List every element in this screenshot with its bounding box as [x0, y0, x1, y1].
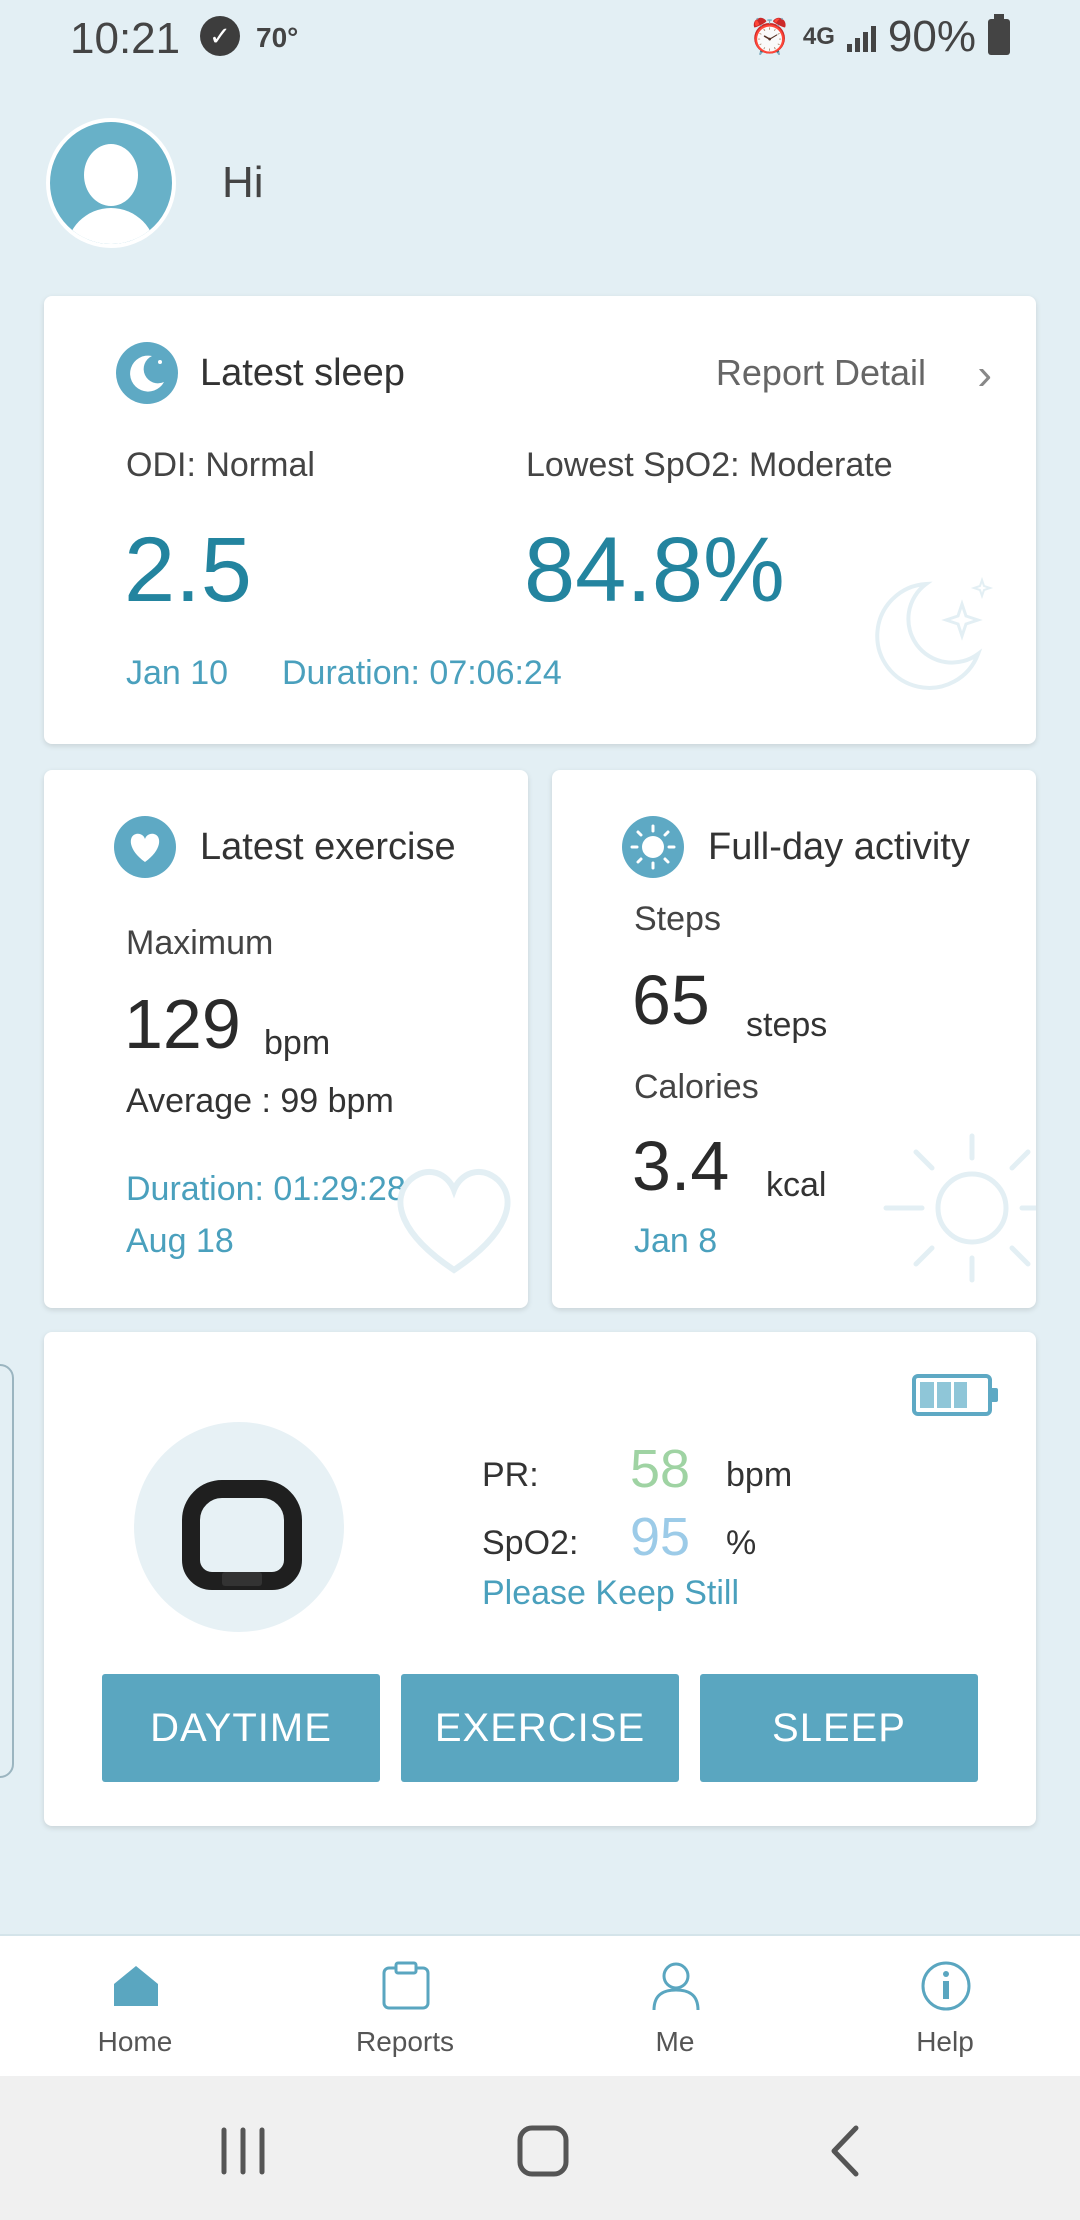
sleep-button[interactable]: SLEEP	[700, 1674, 978, 1782]
heart-watermark-icon	[397, 1168, 511, 1274]
exercise-duration: Duration: 01:29:28	[126, 1170, 406, 1208]
max-heart-rate-unit: bpm	[264, 1024, 331, 1062]
spo2-label: Lowest SpO2: Moderate	[526, 446, 893, 484]
info-icon	[921, 1961, 971, 2011]
lowest-spo2-value: 84.8%	[524, 519, 785, 621]
steps-label: Steps	[634, 900, 721, 938]
device-battery-icon	[912, 1374, 998, 1416]
spo2-live-label: SpO2:	[482, 1524, 579, 1562]
average-heart-rate: Average : 99 bpm	[126, 1082, 394, 1120]
ring-clasp	[222, 1572, 262, 1586]
network-type: 4G	[802, 23, 835, 50]
avatar-body	[66, 208, 156, 244]
calories-unit: kcal	[766, 1166, 827, 1204]
moon-watermark-icon	[875, 576, 994, 690]
sleep-duration: Duration: 07:06:24	[282, 654, 562, 692]
spo2-live-unit: %	[726, 1524, 757, 1562]
status-temperature: 70°	[256, 22, 299, 53]
nav-me[interactable]: Me	[540, 1936, 810, 2078]
pr-unit: bpm	[726, 1456, 793, 1494]
status-bar: 10:21 ✓ 70° ⏰ 4G 90%	[0, 0, 1080, 72]
exercise-button[interactable]: EXERCISE	[401, 1674, 679, 1782]
full-day-activity-card[interactable]: Full-day activity Steps 65 steps Calorie…	[552, 770, 1036, 1308]
avatar[interactable]	[46, 118, 176, 248]
odi-label: ODI: Normal	[126, 446, 315, 484]
sleep-date: Jan 10	[126, 654, 229, 692]
nav-reports[interactable]: Reports	[270, 1936, 540, 2078]
sleep-card-title: Latest sleep	[200, 352, 405, 394]
exercise-card-title: Latest exercise	[200, 826, 456, 868]
back-icon[interactable]	[812, 2116, 882, 2186]
pr-label: PR:	[482, 1456, 539, 1494]
latest-sleep-card[interactable]: Latest sleep Report Detail › ODI: Normal…	[44, 296, 1036, 744]
daytime-button[interactable]: DAYTIME	[102, 1674, 380, 1782]
latest-exercise-card[interactable]: Latest exercise Maximum 129 bpm Average …	[44, 770, 528, 1308]
side-drawer-handle[interactable]	[0, 1364, 14, 1778]
max-heart-rate-value: 129	[124, 985, 241, 1063]
greeting-text: Hi	[222, 158, 264, 207]
report-detail-link[interactable]: Report Detail	[715, 352, 926, 393]
calories-value: 3.4	[632, 1127, 730, 1205]
activity-date: Jan 8	[634, 1222, 718, 1260]
person-icon	[652, 1962, 700, 2011]
verified-check-icon: ✓	[200, 16, 240, 56]
avatar-head	[84, 144, 138, 206]
nav-home[interactable]: Home	[0, 1936, 270, 2078]
steps-unit: steps	[746, 1006, 828, 1044]
home-icon	[114, 1966, 158, 2006]
chevron-right-icon[interactable]: ›	[977, 350, 992, 399]
heart-icon	[114, 816, 176, 878]
exercise-date: Aug 18	[126, 1222, 234, 1260]
maximum-label: Maximum	[126, 924, 274, 962]
system-nav-bar	[0, 2076, 1080, 2220]
clipboard-icon	[382, 1961, 430, 2010]
odi-value: 2.5	[124, 519, 252, 621]
status-time: 10:21	[70, 14, 181, 63]
nav-me-label: Me	[655, 2026, 695, 2057]
ring-icon	[182, 1480, 302, 1590]
keep-still-message: Please Keep Still	[482, 1574, 740, 1612]
sun-watermark-icon	[883, 1133, 1036, 1283]
pr-value: 58	[630, 1439, 691, 1499]
bottom-nav: Home Reports Me Help	[0, 1934, 1080, 2076]
alarm-icon: ⏰	[748, 18, 791, 56]
activity-card-title: Full-day activity	[708, 826, 970, 868]
ring-device-image	[134, 1422, 344, 1632]
calories-label: Calories	[634, 1068, 759, 1106]
nav-help[interactable]: Help	[810, 1936, 1080, 2078]
moon-icon	[116, 342, 178, 404]
nav-help-label: Help	[916, 2026, 974, 2057]
device-card: PR: 58 bpm SpO2: 95 % Please Keep Still …	[44, 1332, 1036, 1826]
status-battery: 90%	[887, 12, 976, 61]
signal-icon	[846, 22, 876, 52]
steps-value: 65	[632, 961, 710, 1039]
nav-home-label: Home	[97, 2026, 173, 2057]
nav-reports-label: Reports	[355, 2026, 455, 2057]
home-button-icon[interactable]	[508, 2116, 578, 2186]
battery-icon	[988, 14, 1010, 55]
recent-apps-icon[interactable]	[208, 2116, 278, 2186]
sun-icon	[622, 816, 684, 878]
spo2-live-value: 95	[630, 1507, 691, 1567]
